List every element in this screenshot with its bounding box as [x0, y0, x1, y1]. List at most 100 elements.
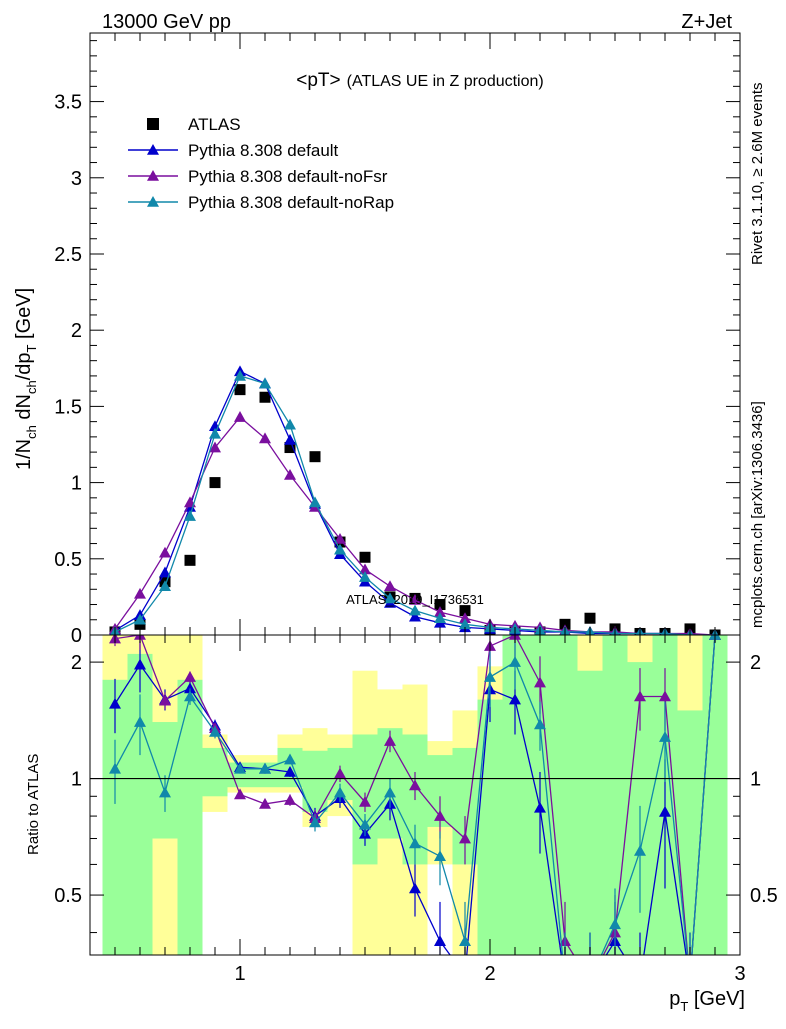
point-pythia-8-308-default-norap: [259, 377, 271, 389]
main-series-layer: [109, 365, 721, 635]
ratio-point-pythia-8-308-default-norap: [634, 844, 646, 856]
point-pythia-8-308-default-nofsr: [409, 593, 421, 605]
point-pythia-8-308-default-nofsr: [459, 612, 471, 624]
legend-item-pythia-8-308-default-norap: Pythia 8.308 default-noRap: [128, 193, 394, 212]
main-y-tick-label: 0: [71, 625, 82, 647]
x-axis-label: pT [GeV]: [669, 988, 745, 1014]
ratio-point-pythia-8-308-default: [559, 975, 571, 986]
ratio-y-tick-label: 2: [71, 652, 82, 674]
point-pythia-8-308-default-norap: [209, 427, 221, 439]
data-point-atlas: [559, 618, 571, 630]
x-label-sub-t: T: [680, 999, 688, 1014]
ratio-point-pythia-8-308-default-nofsr: [659, 690, 671, 702]
y-label-sub-t: T: [24, 344, 39, 352]
ratio-point-pythia-8-308-default-nofsr: [409, 779, 421, 791]
point-pythia-8-308-default-nofsr: [134, 587, 146, 599]
point-pythia-8-308-default-norap: [434, 612, 446, 624]
point-pythia-8-308-default-norap: [409, 604, 421, 616]
y-label-sub-ch-2: ch: [24, 380, 39, 394]
legend-marker-square: [147, 118, 159, 130]
legend-marker-triangle: [147, 144, 159, 155]
x-tick-label: 1: [234, 963, 245, 985]
data-point-atlas: [584, 612, 596, 624]
point-pythia-8-308-default-norap: [384, 592, 396, 604]
ratio-point-pythia-8-308-default-nofsr: [534, 676, 546, 688]
plot-title-sub: (ATLAS UE in Z production): [347, 73, 544, 90]
point-pythia-8-308-default-nofsr: [359, 563, 371, 575]
ratio-point-pythia-8-308-default-norap: [584, 975, 596, 986]
main-y-tick-label: 3.5: [54, 92, 82, 114]
ratio-point-pythia-8-308-default-nofsr: [684, 975, 696, 986]
legend-label: ATLAS: [188, 115, 241, 134]
point-pythia-8-308-default-norap: [459, 618, 471, 630]
ratio-point-pythia-8-308-default: [409, 882, 421, 894]
data-point-atlas: [284, 442, 296, 454]
ratio-point-pythia-8-308-default-nofsr: [259, 797, 271, 809]
main-y-tick-label: 0.5: [54, 549, 82, 571]
watermark: ATLAS_2019_I1736531: [346, 592, 484, 607]
ratio-point-pythia-8-308-default-nofsr: [359, 795, 371, 807]
side-label-mcplots: mcplots.cern.ch [arXiv:1306.3436]: [749, 401, 766, 628]
ratio-point-pythia-8-308-default-norap: [209, 725, 221, 737]
point-pythia-8-308-default-nofsr: [434, 606, 446, 617]
plot-title: <pT> (ATLAS UE in Z production): [296, 70, 543, 91]
ratio-point-pythia-8-308-default-nofsr: [159, 694, 171, 706]
y-axis-label-main: 1/Nch dNch/dpT [GeV]: [13, 288, 39, 470]
ratio-y-tick-label: 0.5: [54, 885, 82, 907]
point-pythia-8-308-default-norap: [134, 613, 146, 625]
legend-item-pythia-8-308-default-nofsr: Pythia 8.308 default-noFsr: [128, 167, 388, 186]
legend-label: Pythia 8.308 default-noRap: [188, 193, 394, 212]
side-label-rivet: Rivet 3.1.10, ≥ 2.6M events: [749, 83, 766, 266]
ratio-y-tick-label-right: 0.5: [750, 885, 778, 907]
legend-marker-triangle: [147, 196, 159, 207]
ratio-point-pythia-8-308-default: [459, 969, 471, 980]
energy-label: 13000 GeV pp: [102, 11, 231, 33]
ratio-point-pythia-8-308-default-norap: [609, 918, 621, 930]
ratio-point-pythia-8-308-default-norap: [134, 716, 146, 727]
legend-marker-triangle: [147, 170, 159, 181]
point-pythia-8-308-default-norap: [359, 571, 371, 582]
band-green-bin: [177, 679, 203, 955]
point-pythia-8-308-default-norap: [309, 496, 321, 508]
ratio-point-pythia-8-308-default-norap: [384, 786, 396, 798]
legend: ATLAS Pythia 8.308 default Pythia 8.308 de…: [128, 115, 394, 212]
point-pythia-8-308-default-norap: [159, 580, 171, 592]
x-label-unit: [GeV]: [688, 988, 745, 1010]
ratio-point-pythia-8-308-default-norap: [334, 786, 346, 798]
point-pythia-8-308-default-nofsr: [234, 411, 246, 422]
ratio-point-pythia-8-308-default-norap: [259, 762, 271, 774]
point-pythia-8-308-default-nofsr: [384, 580, 396, 592]
legend-label: Pythia 8.308 default: [188, 141, 339, 160]
y-axis-label-ratio: Ratio to ATLAS: [25, 754, 42, 855]
ratio-point-pythia-8-308-default-nofsr: [234, 788, 246, 800]
ratio-point-pythia-8-308-default-norap: [359, 818, 371, 830]
band-green-bin: [677, 710, 703, 955]
ratio-point-pythia-8-308-default-norap: [109, 762, 121, 774]
ratio-point-pythia-8-308-default-norap: [509, 656, 521, 667]
y-label-dp: /dp: [13, 352, 35, 380]
point-pythia-8-308-default: [409, 610, 421, 622]
ratio-point-pythia-8-308-default: [684, 975, 696, 986]
ratio-point-pythia-8-308-default-norap: [284, 753, 296, 765]
ratio-point-pythia-8-308-default: [109, 697, 121, 709]
ratio-point-pythia-8-308-default-norap: [309, 816, 321, 828]
ratio-point-pythia-8-308-default-nofsr: [384, 735, 396, 746]
point-pythia-8-308-default-norap: [184, 510, 196, 521]
x-tick-label: 3: [734, 963, 745, 985]
data-point-atlas: [359, 551, 371, 563]
ratio-point-pythia-8-308-default: [584, 975, 596, 986]
band-green-bin: [477, 699, 503, 955]
ratio-point-pythia-8-308-default-nofsr: [634, 690, 646, 702]
legend-label: Pythia 8.308 default-noFsr: [188, 167, 388, 186]
ratio-y-tick-label-right: 1: [750, 769, 761, 791]
data-point-atlas: [309, 451, 321, 463]
data-point-atlas: [184, 554, 196, 566]
point-pythia-8-308-default: [284, 433, 296, 445]
ratio-y-tick-label: 1: [71, 769, 82, 791]
ratio-point-pythia-8-308-default: [134, 658, 146, 670]
ratio-point-pythia-8-308-default-norap: [659, 731, 671, 742]
data-point-atlas: [234, 384, 246, 396]
point-pythia-8-308-default-norap: [234, 369, 246, 381]
ratio-point-pythia-8-308-default-norap: [559, 975, 571, 986]
